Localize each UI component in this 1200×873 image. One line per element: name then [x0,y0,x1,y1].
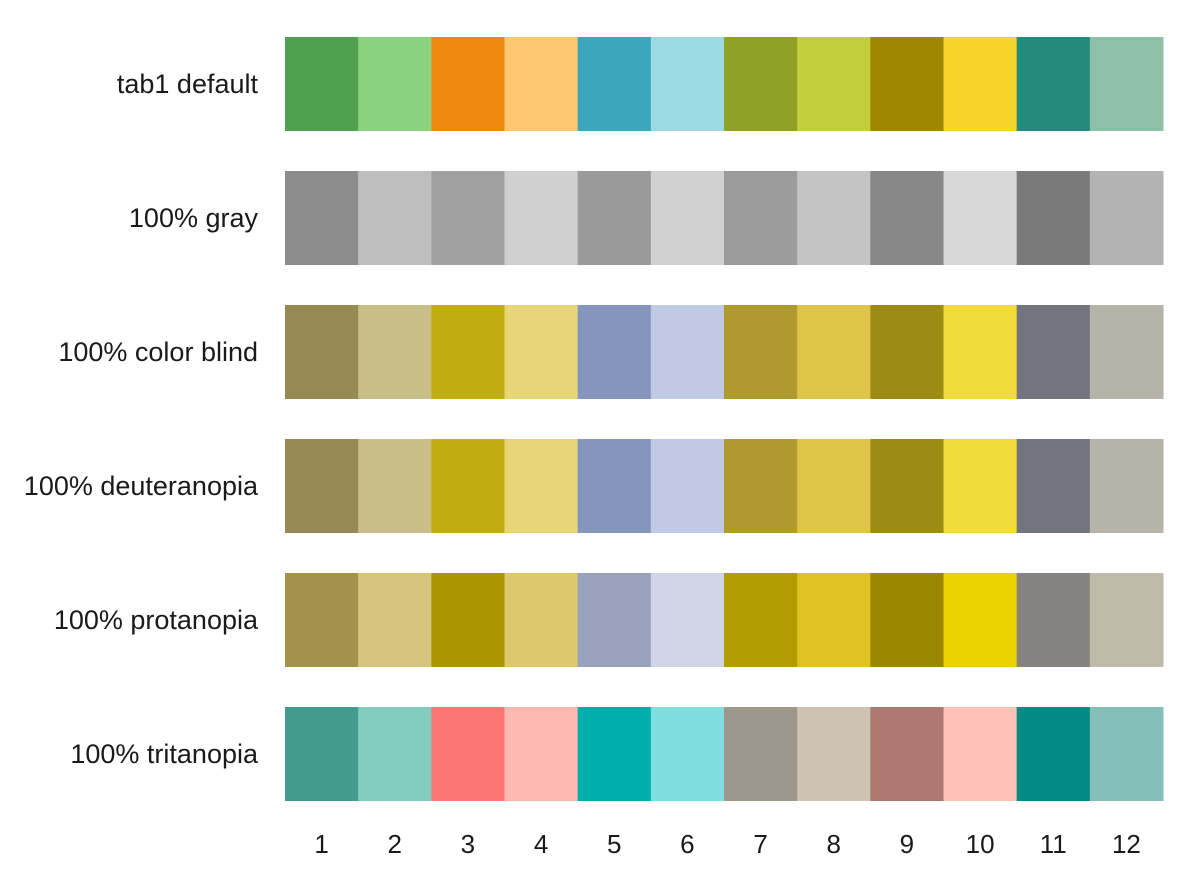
swatch-cell [943,573,1018,667]
x-tick-label: 3 [461,829,475,859]
swatch-cell [504,305,579,399]
swatch-cell [577,171,652,265]
x-tick-label: 12 [1112,829,1141,859]
swatch-cell [943,171,1018,265]
swatch-cell [1089,37,1164,131]
swatch-cell [285,573,359,667]
swatch-cell [577,37,652,131]
swatch-cell [358,37,432,131]
x-tick-label: 8 [827,829,841,859]
row-label: 100% deuteranopia [24,471,259,501]
swatch-cell [797,37,871,131]
swatch-cell [577,573,652,667]
x-tick-label: 7 [753,829,767,859]
swatch-cell [943,439,1018,533]
swatch-cell [943,707,1018,801]
swatch-cell [504,707,579,801]
swatch-cell [1016,439,1091,533]
swatch-cell [1089,305,1164,399]
swatch-cell [285,707,359,801]
swatch-cell [358,171,432,265]
swatch-cell [650,439,725,533]
row-label: 100% tritanopia [70,739,259,769]
swatch-cell [870,573,944,667]
row-label: tab1 default [117,69,259,99]
swatch-cell [285,37,359,131]
swatch-cell [650,573,725,667]
swatch-cell [650,707,725,801]
swatch-cell [1016,305,1091,399]
swatch-cell [650,305,725,399]
swatch-cell [358,305,432,399]
row-label: 100% protanopia [54,605,259,635]
swatch-cell [431,573,505,667]
swatch-cell [797,305,871,399]
swatch-cell [1089,707,1164,801]
swatch-cell [1016,573,1091,667]
x-tick-label: 4 [534,829,548,859]
swatch-cell [870,171,944,265]
swatch-cell [577,439,652,533]
swatch-cell [870,439,944,533]
swatch-cell [724,171,798,265]
swatch-cell [650,37,725,131]
swatch-cell [1016,707,1091,801]
swatch-cell [724,707,798,801]
swatch-cell [577,707,652,801]
column-tick-labels: 1 2 3 4 5 6 7 8 9 10 11 12 [314,829,1141,859]
swatch-cell [431,171,505,265]
swatch-cell [797,707,871,801]
swatch-cell [943,37,1018,131]
row-label: 100% color blind [58,337,258,367]
swatch-cell [870,707,944,801]
swatch-cell [650,171,725,265]
swatch-cell [504,439,579,533]
swatch-cell [1089,439,1164,533]
swatch-cell [724,305,798,399]
row-label: 100% gray [129,203,259,233]
swatch-cell [285,305,359,399]
swatch-cell [504,573,579,667]
swatch-cell [870,305,944,399]
swatch-cells [285,37,1164,801]
x-tick-label: 5 [607,829,621,859]
swatch-cell [285,171,359,265]
row-labels: tab1 default 100% gray 100% color blind 100… [24,69,259,769]
swatch-cell [724,37,798,131]
swatch-cell [1089,573,1164,667]
swatch-cell [504,37,579,131]
swatch-cell [724,573,798,667]
swatch-cell [724,439,798,533]
swatch-cell [358,573,432,667]
x-tick-label: 9 [900,829,914,859]
x-tick-label: 2 [388,829,402,859]
swatch-cell [431,305,505,399]
swatch-cell [358,439,432,533]
swatch-cell [504,171,579,265]
swatch-cell [577,305,652,399]
x-tick-label: 11 [1040,829,1067,859]
swatch-cell [797,439,871,533]
swatch-cell [431,707,505,801]
swatch-cell [797,171,871,265]
swatch-cell [285,439,359,533]
swatch-cell [431,37,505,131]
swatch-cell [797,573,871,667]
swatch-cell [943,305,1018,399]
swatch-cell [358,707,432,801]
x-tick-label: 1 [314,829,328,859]
swatch-cell [1016,171,1091,265]
x-tick-label: 10 [966,829,995,859]
swatch-cell [431,439,505,533]
x-tick-label: 6 [680,829,694,859]
swatch-cell [870,37,944,131]
swatch-cell [1016,37,1091,131]
swatch-cell [1089,171,1164,265]
